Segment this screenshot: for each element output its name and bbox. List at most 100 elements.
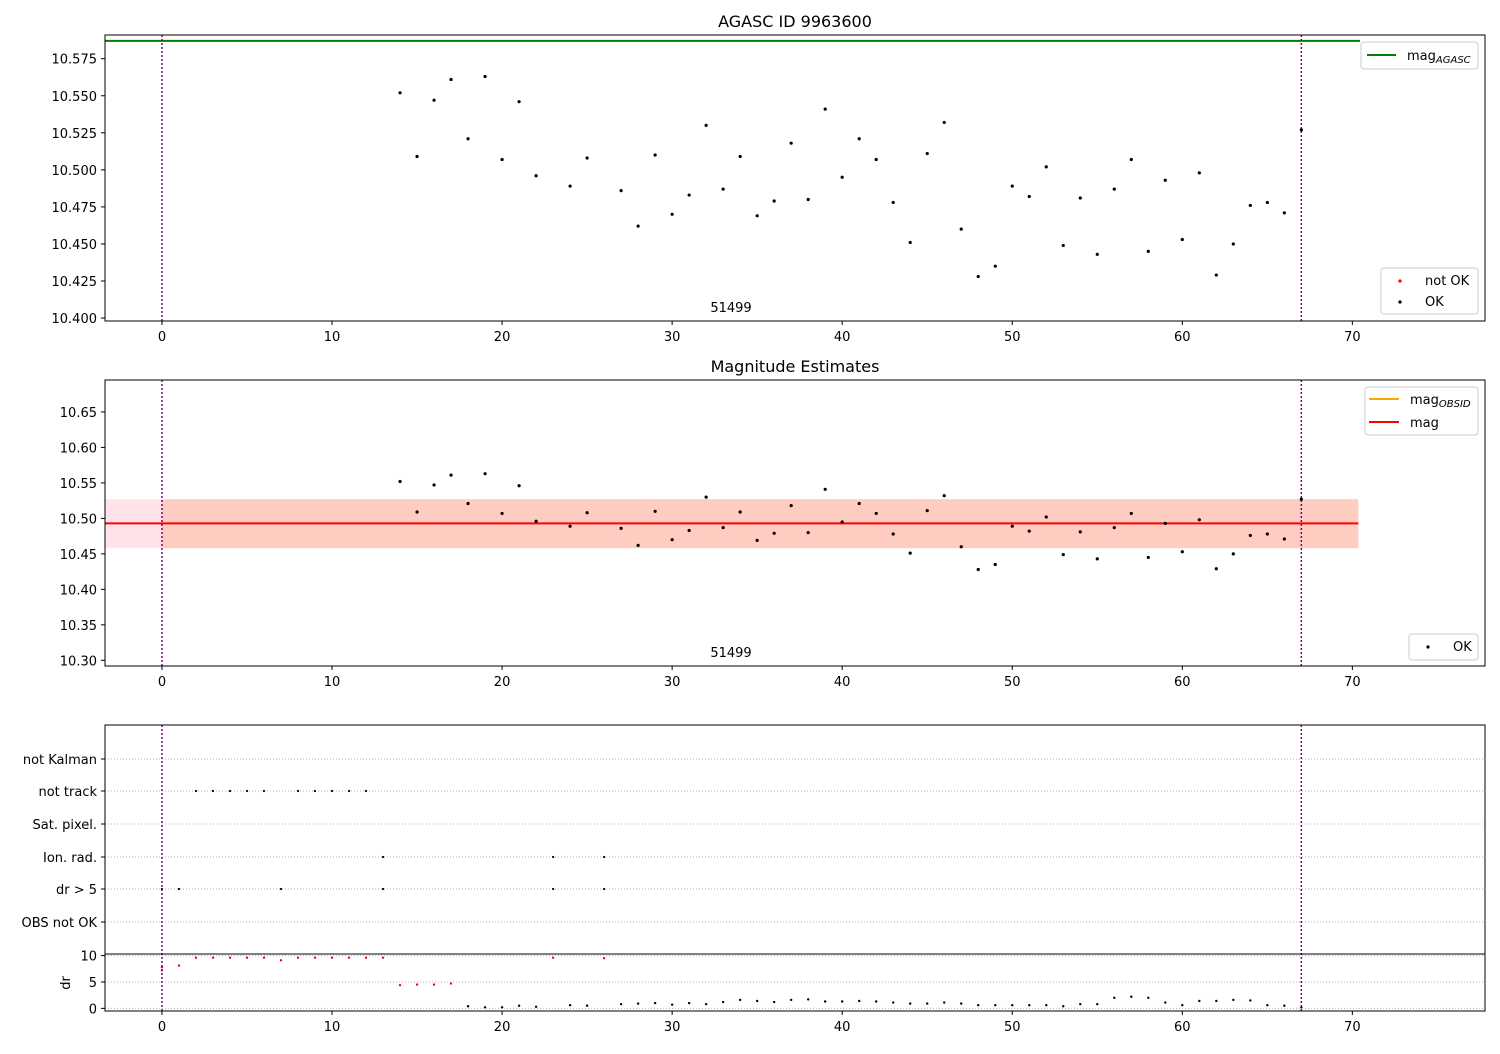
panel2-ok-point	[959, 545, 963, 549]
dr-ok-point	[755, 999, 759, 1003]
panel1-title: AGASC ID 9963600	[718, 12, 872, 31]
panel2-ok-point	[636, 543, 640, 547]
panel1-ok-point	[1146, 249, 1150, 253]
panel2-ok-point	[1163, 521, 1167, 525]
dr-ok-point	[994, 1003, 997, 1007]
panel2-ok-point	[874, 511, 878, 516]
dr-ok-point	[772, 1000, 776, 1004]
dr-ok-point	[483, 1006, 487, 1009]
panel2-ok-point	[449, 473, 453, 477]
panel1-ok-point	[415, 154, 419, 159]
dr-ok-point	[653, 1001, 657, 1005]
panel2-ok-point	[891, 532, 895, 536]
panel1-ok-point	[1027, 194, 1031, 199]
panel2-ok-point	[721, 526, 725, 530]
panel2-xtick-label: 70	[1344, 675, 1361, 690]
dr-ok-point	[619, 1002, 623, 1006]
dr-not-ok-point	[211, 956, 215, 959]
panel1-ok-point	[755, 214, 759, 218]
panel1-ytick-label: 10.425	[52, 275, 98, 290]
flag-point	[603, 855, 606, 859]
panel1-xtick-label: 30	[664, 330, 681, 345]
panel2-xtick-label: 50	[1004, 675, 1021, 690]
dr-ok-point	[960, 1002, 963, 1005]
panel2-ok-point	[1044, 515, 1048, 519]
dr-ok-point	[738, 998, 742, 1002]
panel1-xtick-label: 10	[324, 330, 341, 345]
panel2-ok-point	[534, 519, 538, 523]
dr-ok-point	[1079, 1002, 1082, 1006]
legend-ok: OK	[1425, 295, 1444, 310]
flag-label: not Kalman	[23, 753, 97, 768]
panel1-ok-point	[1197, 171, 1201, 175]
panel2-legend-mag: magOBSID mag	[1364, 386, 1479, 436]
dr-ok-point	[1011, 1003, 1014, 1007]
panel1-ytick-label: 10.525	[52, 127, 98, 142]
panel2-ok-point	[1299, 497, 1303, 501]
svg-text:magOBSID: magOBSID	[1410, 393, 1471, 410]
panel1-ok-point	[517, 100, 521, 104]
legend-mag-obsid-sub: OBSID	[1439, 399, 1471, 410]
panel1-ok-point	[1044, 165, 1048, 169]
panel3-frame	[104, 724, 1486, 1012]
dr-ok-point	[585, 1004, 589, 1007]
legend-not-ok: not OK	[1425, 274, 1470, 289]
panel1-ok-point	[653, 153, 657, 157]
panel1-ok-point	[398, 91, 402, 95]
panel2-ok-point	[925, 508, 929, 513]
panel2-ok-point	[687, 528, 691, 533]
flag-point	[296, 789, 300, 793]
panel2-ok-point	[1078, 530, 1082, 534]
panel1-ok-point	[806, 197, 810, 202]
panel1-ok-point	[1112, 187, 1116, 191]
panel3-xtick-label: 0	[158, 1020, 166, 1035]
panel1-annotation: 51499	[710, 301, 751, 316]
dr-not-ok-point	[296, 956, 300, 959]
dr-ok-point	[1283, 1004, 1286, 1007]
panel1-xtick-label: 70	[1344, 330, 1361, 345]
dr-not-ok-point	[602, 957, 606, 960]
panel2-ytick-label: 10.65	[60, 406, 97, 421]
panel1-ytick-label: 10.400	[52, 312, 98, 327]
panel1-ok-point	[1282, 211, 1286, 215]
panel1-ok-point	[840, 175, 844, 179]
panel2-ok-point	[670, 538, 674, 542]
panel1-ok-point	[432, 98, 436, 102]
dr-ok-point	[568, 1003, 572, 1007]
dr-ok-point	[500, 1006, 504, 1009]
panel2-xtick-label: 40	[834, 675, 851, 690]
legend-mag-sub: AGASC	[1435, 55, 1471, 66]
panel3-xtick-label: 30	[664, 1020, 681, 1035]
panel1-ok-point	[534, 174, 538, 178]
dr-ok-point	[636, 1002, 640, 1005]
dr-ok-point	[1045, 1003, 1048, 1007]
panel2-plot-area	[105, 380, 1359, 666]
flag-label: Sat. pixel.	[33, 818, 97, 833]
panel1-ytick-label: 10.450	[52, 238, 98, 253]
panel1-xtick-label: 40	[834, 330, 851, 345]
dr-ok-point	[687, 1001, 691, 1005]
panel1-ytick-label: 10.475	[52, 201, 98, 216]
panel2-ok-point	[398, 479, 402, 484]
panel2-ytick-label: 10.55	[60, 477, 97, 492]
panel1-ok-point	[500, 157, 504, 162]
panel2-ytick-label: 10.35	[60, 619, 97, 634]
panel2-ok-point	[1214, 567, 1218, 571]
panel1-ok-point	[585, 156, 589, 160]
panel3-plot-area	[105, 725, 1485, 1011]
flag-point	[211, 789, 215, 793]
dr-ok-point	[704, 1002, 708, 1006]
flag-point	[381, 855, 385, 859]
dr-ok-point	[977, 1003, 980, 1007]
panel1-ok-point	[874, 157, 878, 162]
dr-ok-point	[1249, 999, 1252, 1002]
panel2-legend-ok: OK	[1408, 633, 1479, 661]
panel1-ok-point	[568, 184, 572, 188]
panel3-xtick-label: 50	[1004, 1020, 1021, 1035]
dr-not-ok-point	[262, 956, 266, 959]
panel2-ok-point	[1061, 552, 1065, 557]
legend-mag-line: mag	[1410, 416, 1439, 431]
flag-point	[279, 887, 283, 891]
panel2-ok-point	[653, 509, 657, 513]
